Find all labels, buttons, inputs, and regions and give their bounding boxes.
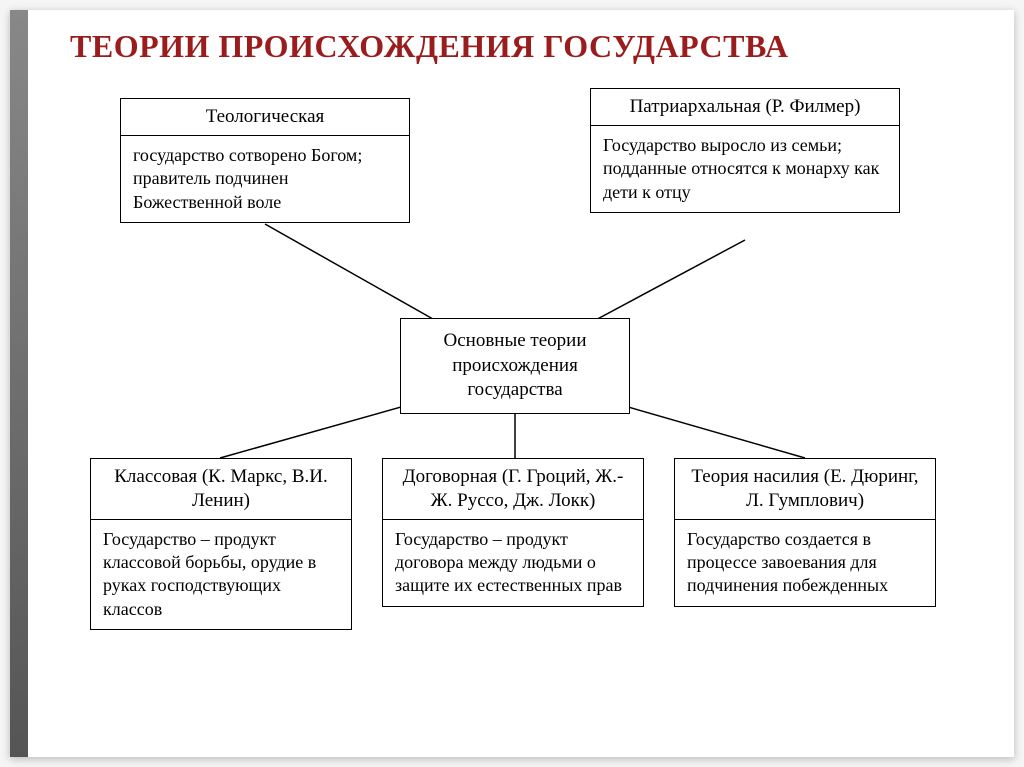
node-header: Классовая (К. Маркс, В.И. Ленин) — [91, 459, 351, 520]
node-class: Классовая (К. Маркс, В.И. Ленин) Государ… — [90, 458, 352, 630]
node-header: Теория насилия (Е. Дюринг, Л. Гумплович) — [675, 459, 935, 520]
node-violence: Теория насилия (Е. Дюринг, Л. Гумплович)… — [674, 458, 936, 607]
edge — [590, 240, 745, 323]
accent-bar — [10, 10, 28, 757]
node-body: Государство – продукт договора между люд… — [383, 520, 643, 606]
node-body: Государство создается в процессе завоева… — [675, 520, 935, 606]
node-header: Патриархальная (Р. Филмер) — [591, 89, 899, 126]
node-contract: Договорная (Г. Гроций, Ж.-Ж. Руссо, Дж. … — [382, 458, 644, 607]
node-theological: Теологическая государство сотворено Бого… — [120, 98, 410, 223]
node-patriarchal: Патриархальная (Р. Филмер) Государство в… — [590, 88, 900, 213]
diagram-area: Теологическая государство сотворено Бого… — [60, 88, 970, 728]
node-body: Государство – продукт классовой борьбы, … — [91, 520, 351, 630]
node-body: государство сотворено Богом; правитель п… — [121, 136, 409, 222]
slide-title: ТЕОРИИ ПРОИСХОЖДЕНИЯ ГОСУДАРСТВА — [70, 28, 788, 65]
node-body: Государство выросло из семьи; подданные … — [591, 126, 899, 212]
center-label: Основные теории происхождения государств… — [444, 330, 587, 400]
node-header: Теологическая — [121, 99, 409, 136]
slide: ТЕОРИИ ПРОИСХОЖДЕНИЯ ГОСУДАРСТВА Теологи… — [10, 10, 1014, 757]
edge — [265, 224, 440, 323]
node-center: Основные теории происхождения государств… — [400, 318, 630, 414]
node-header: Договорная (Г. Гроций, Ж.-Ж. Руссо, Дж. … — [383, 459, 643, 520]
